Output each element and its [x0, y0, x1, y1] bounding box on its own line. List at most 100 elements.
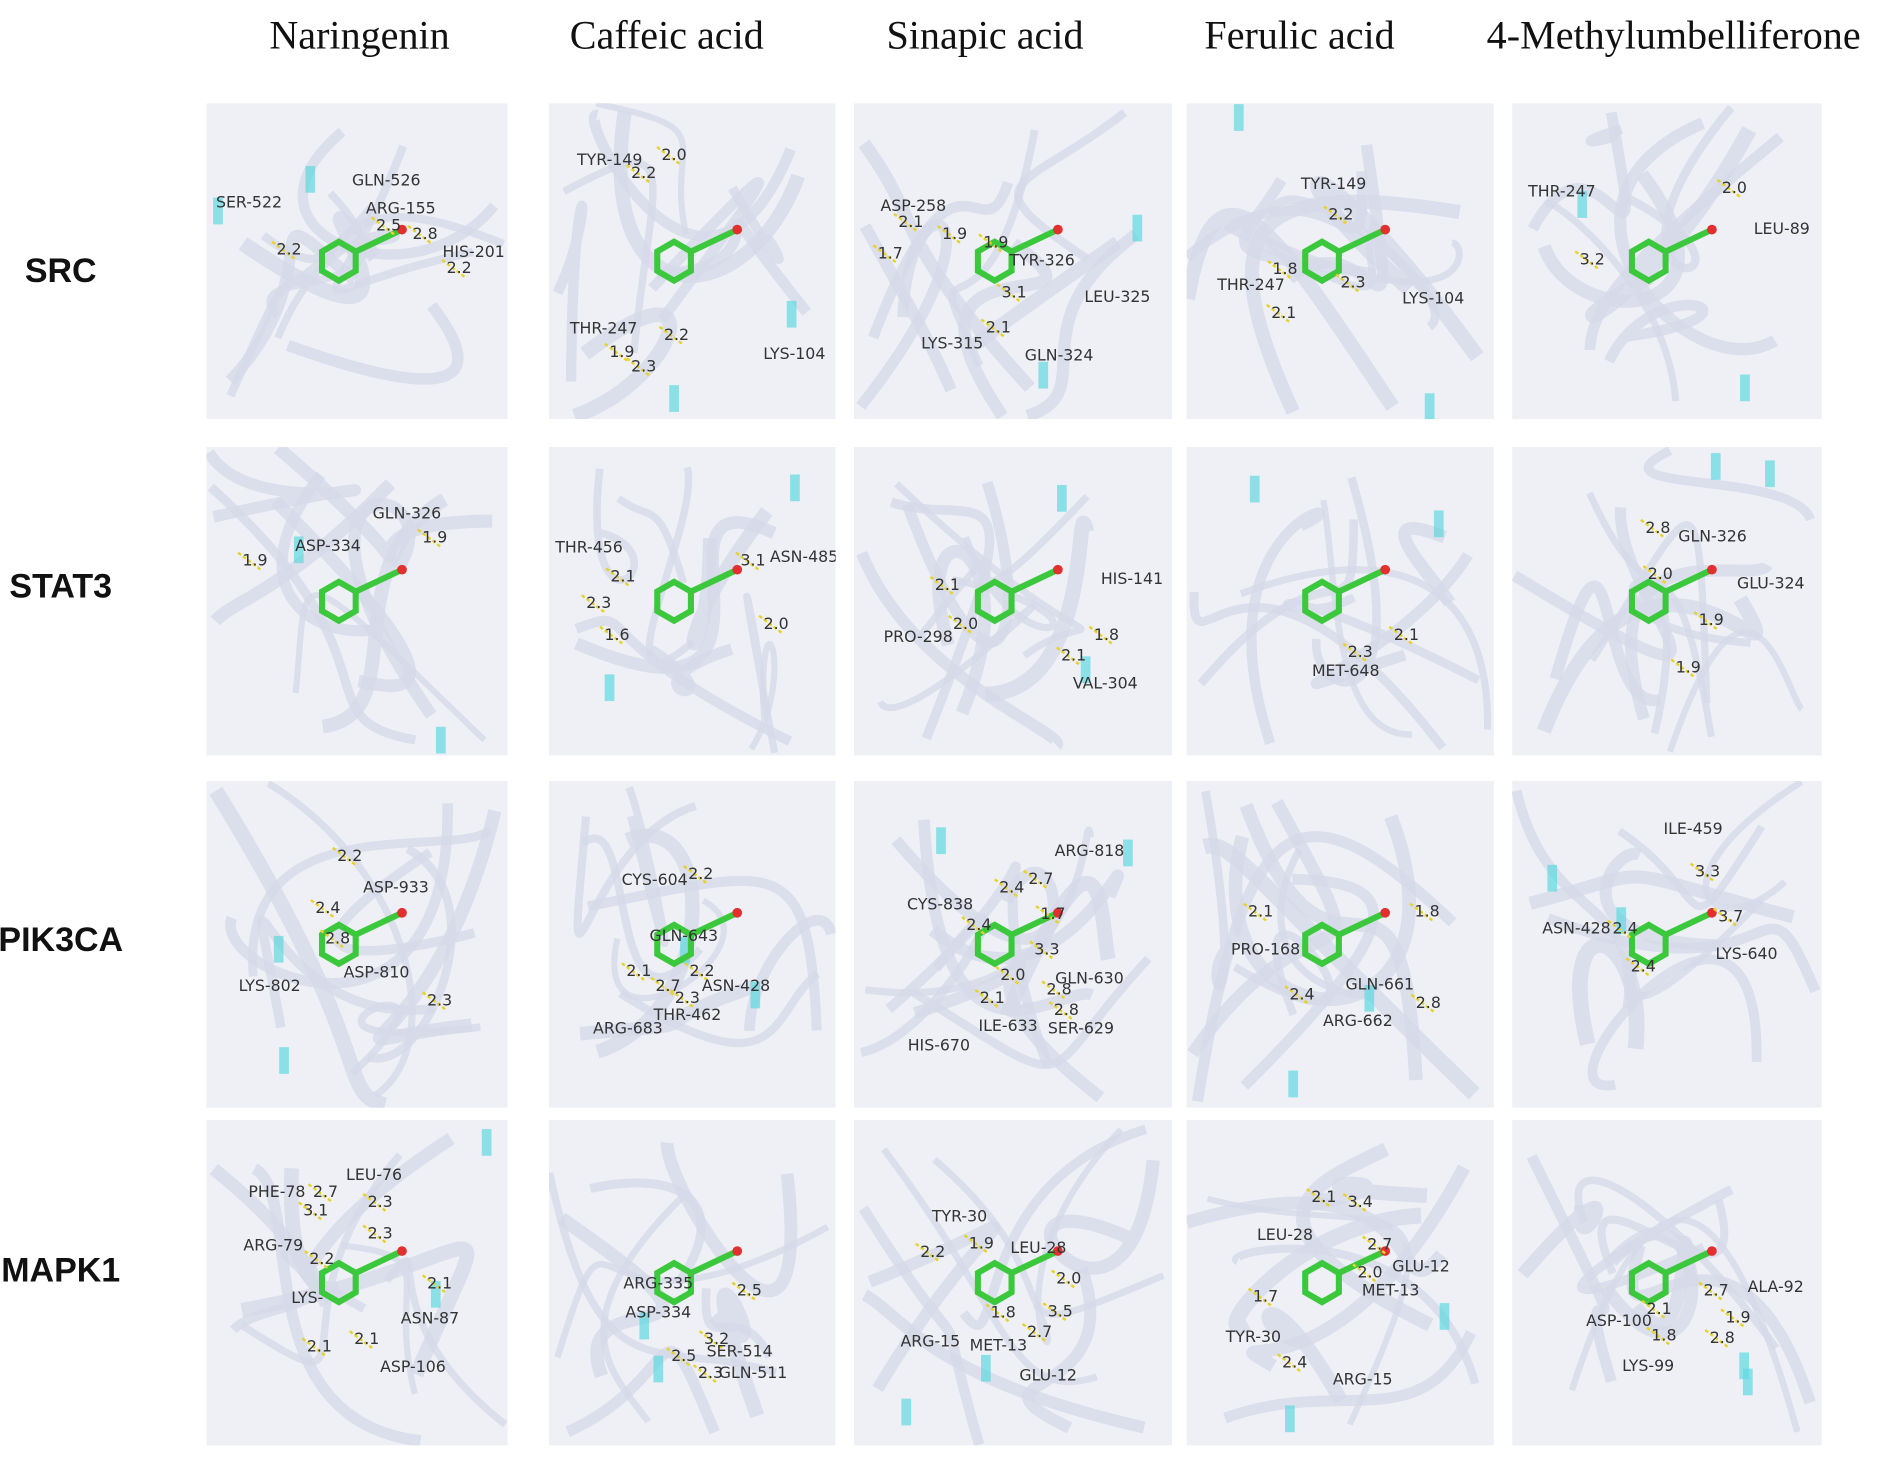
- residue-patch: [639, 1312, 650, 1340]
- residue-label: ARG-15: [900, 1332, 960, 1351]
- distance-label: 2.8: [1047, 979, 1072, 998]
- distance-label: 2.8: [1645, 518, 1670, 537]
- docking-panel: THR-456 ASN-485 3.1 2.12.3 1.6 2.0: [548, 447, 836, 756]
- protein-ribbon: [948, 129, 1039, 368]
- hbond: [1055, 646, 1082, 667]
- hbond: [1029, 940, 1055, 961]
- protein-ribbon: [1186, 1196, 1447, 1277]
- ligand-bond: [1664, 911, 1711, 938]
- ligand-ring: [1628, 921, 1669, 968]
- distance-label: 2.0: [1722, 178, 1747, 197]
- hbond: [872, 244, 899, 265]
- ligand-oxygen: [1380, 1246, 1391, 1256]
- residue-label: MET-13: [1362, 1281, 1420, 1300]
- protein-ribbon: [574, 516, 777, 674]
- residue-label: TYR-30: [1225, 1327, 1281, 1346]
- ligand-ring: [974, 578, 1015, 625]
- protein-ribbon: [708, 1287, 765, 1419]
- distance-label: 2.2: [447, 258, 472, 277]
- distance-label: 1.8: [1094, 625, 1119, 644]
- hbond: [1247, 1287, 1274, 1308]
- distance-label: 1.7: [1040, 904, 1065, 923]
- protein-ribbon: [1621, 897, 1765, 1000]
- distance-label: 2.5: [376, 215, 401, 234]
- residue-patch: [279, 1047, 289, 1074]
- distance-label: 2.4: [1613, 919, 1638, 938]
- residue-patch: [1742, 1368, 1753, 1396]
- protein-ribbon: [1033, 1127, 1124, 1346]
- protein-ribbon: [1223, 1330, 1477, 1424]
- distance-label: 2.7: [313, 1182, 338, 1201]
- column-header: Caffeic acid: [570, 13, 764, 58]
- residue-patch: [1132, 214, 1143, 242]
- column-header: Naringenin: [269, 13, 449, 58]
- hbond: [1646, 1326, 1672, 1347]
- hbond: [995, 965, 1021, 987]
- protein-ribbon: [1587, 954, 1762, 1091]
- protein-ribbon: [1527, 111, 1631, 232]
- protein-ribbon: [861, 1289, 1146, 1434]
- residue-label: TYR-149: [576, 150, 642, 169]
- hbond: [1716, 178, 1743, 199]
- residue-label: MET-648: [1312, 661, 1380, 680]
- row-label: MAPK1: [1, 1251, 120, 1289]
- hbond: [1689, 862, 1716, 883]
- hbond: [1284, 985, 1311, 1006]
- hbond: [1266, 303, 1292, 325]
- residue-patch: [1616, 907, 1627, 934]
- protein-ribbon: [209, 1133, 455, 1272]
- protein-ribbon: [1617, 824, 1766, 910]
- residue-label: LYS-640: [1715, 944, 1777, 963]
- hbond: [1342, 1192, 1369, 1214]
- hbond: [625, 357, 652, 378]
- residue-patch: [305, 166, 316, 193]
- protein-ribbon: [274, 447, 493, 564]
- residue-label: SER-522: [216, 192, 282, 211]
- ligand-bond: [689, 911, 737, 938]
- ligand-bond: [354, 1249, 401, 1276]
- protein-ribbon: [1186, 207, 1399, 411]
- protein-ribbon: [1625, 560, 1773, 721]
- hbond: [332, 846, 358, 868]
- residue-label: LEU-76: [346, 1165, 402, 1184]
- distance-label: 1.8: [1272, 259, 1297, 278]
- docking-panel: TYR-30 1.9 LEU-28 2.2 2.0 1.8 3.5 2.7 ARG-15 MET-…: [853, 1119, 1173, 1446]
- distance-label: 1.9: [983, 232, 1008, 251]
- hbond: [1640, 518, 1666, 540]
- ligand-ring: [1628, 578, 1669, 625]
- residue-label: THR-247: [1527, 181, 1596, 200]
- distance-label: 2.2: [631, 163, 656, 182]
- hbond: [650, 976, 677, 997]
- distance-label: 2.1: [980, 988, 1005, 1007]
- docking-panel: GLN-326 ASP-334 1.9 1.9: [206, 447, 508, 756]
- ligand-bond: [1337, 911, 1385, 938]
- residue-patch: [481, 1129, 492, 1156]
- residue-label: HIS-201: [443, 242, 505, 261]
- ligand-ring: [654, 578, 694, 625]
- ligand-oxygen: [1380, 907, 1391, 918]
- residue-patch: [1433, 510, 1444, 538]
- distance-label: 2.8: [1416, 993, 1441, 1012]
- protein-ribbon: [332, 144, 474, 294]
- hbond: [304, 1250, 330, 1271]
- distance-label: 2.2: [688, 864, 713, 883]
- hbond: [1335, 273, 1362, 294]
- protein-ribbon: [618, 970, 821, 1048]
- protein-ribbon: [1206, 1195, 1412, 1426]
- hbond: [929, 575, 956, 597]
- protein-ribbon: [595, 828, 700, 1059]
- distance-label: 2.1: [1271, 303, 1296, 322]
- ligand-oxygen: [732, 907, 743, 918]
- protein-ribbon: [1295, 1142, 1434, 1332]
- hbond: [421, 1274, 448, 1295]
- residue-patch: [1364, 985, 1375, 1012]
- hbond: [362, 1192, 389, 1214]
- protein-ribbon: [225, 803, 453, 989]
- hbond: [1342, 642, 1369, 663]
- distance-label: 2.2: [664, 325, 689, 344]
- protein-ribbon: [1014, 109, 1128, 263]
